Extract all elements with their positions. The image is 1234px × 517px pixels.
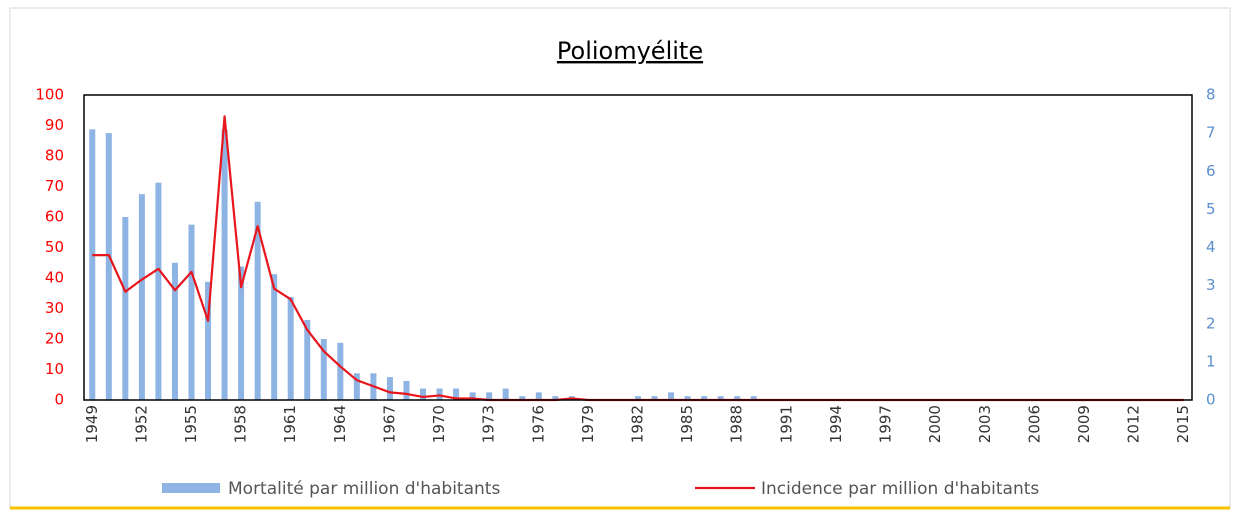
bar xyxy=(304,319,311,400)
y2-tick-label: 5 xyxy=(1206,200,1216,218)
y-tick-label: 10 xyxy=(45,360,64,378)
bar xyxy=(420,388,427,400)
y2-tick-label: 3 xyxy=(1206,276,1216,294)
bar xyxy=(486,392,493,400)
bar xyxy=(502,388,509,400)
y-tick-label: 80 xyxy=(45,147,64,165)
bar xyxy=(684,396,691,400)
y2-tick-label: 0 xyxy=(1206,391,1216,409)
y2-tick-label: 8 xyxy=(1206,86,1216,104)
x-tick-label: 2003 xyxy=(976,405,994,443)
plot-border xyxy=(83,94,1193,401)
x-tick-label: 1979 xyxy=(579,405,597,443)
x-tick-label: 1961 xyxy=(281,405,299,443)
y-tick-label: 100 xyxy=(35,86,64,104)
bar xyxy=(436,388,443,400)
y2-tick-label: 4 xyxy=(1206,238,1216,256)
bar xyxy=(105,133,112,400)
x-tick-label: 1988 xyxy=(728,405,746,443)
bar xyxy=(717,396,724,400)
bar xyxy=(271,274,278,400)
bar xyxy=(469,392,476,400)
x-tick-label: 1955 xyxy=(182,405,200,443)
bar xyxy=(205,281,212,400)
x-tick-label: 2009 xyxy=(1075,405,1093,443)
x-tick-label: 1982 xyxy=(629,405,647,443)
x-tick-label: 1949 xyxy=(83,405,101,443)
y-tick-label: 30 xyxy=(45,299,64,317)
x-tick-label: 1952 xyxy=(132,405,150,443)
bar xyxy=(320,339,327,400)
x-tick-label: 1973 xyxy=(480,405,498,443)
y2-tick-label: 6 xyxy=(1206,162,1216,180)
y-tick-label: 0 xyxy=(54,391,64,409)
y-tick-label: 60 xyxy=(45,208,64,226)
y-tick-label: 40 xyxy=(45,269,64,287)
bar xyxy=(403,380,410,400)
bar xyxy=(221,129,228,400)
bar xyxy=(238,266,245,400)
y-tick-label: 50 xyxy=(45,238,64,256)
bar xyxy=(701,396,708,400)
x-tick-label: 1967 xyxy=(380,405,398,443)
bar xyxy=(89,129,96,400)
legend-swatch xyxy=(162,483,220,493)
bar xyxy=(254,201,261,400)
bar xyxy=(535,392,542,400)
y-tick-label: 90 xyxy=(45,116,64,134)
chart-title: Poliomyélite xyxy=(557,37,703,65)
bar xyxy=(138,194,145,400)
y-tick-label: 70 xyxy=(45,177,64,195)
x-tick-label: 1976 xyxy=(529,405,547,443)
y2-tick-label: 7 xyxy=(1206,124,1216,142)
y2-tick-label: 2 xyxy=(1206,314,1216,332)
bar xyxy=(171,262,178,400)
y-tick-label: 20 xyxy=(45,330,64,348)
bar xyxy=(386,377,393,400)
bar xyxy=(668,392,675,400)
x-tick-label: 2000 xyxy=(926,405,944,443)
bar xyxy=(734,396,741,400)
y2-tick-label: 1 xyxy=(1206,352,1216,370)
x-tick-label: 2006 xyxy=(1025,405,1043,443)
bar xyxy=(287,297,294,400)
x-tick-label: 1964 xyxy=(331,405,349,443)
bar xyxy=(750,396,757,400)
x-tick-label: 1991 xyxy=(777,405,795,443)
x-tick-label: 1985 xyxy=(678,405,696,443)
bar xyxy=(353,373,360,400)
x-tick-label: 1997 xyxy=(877,405,895,443)
bar xyxy=(519,396,526,400)
x-tick-label: 1970 xyxy=(430,405,448,443)
bar xyxy=(337,342,344,400)
bar xyxy=(155,182,162,400)
bar xyxy=(552,396,559,400)
bar xyxy=(651,396,658,400)
x-tick-label: 1958 xyxy=(232,405,250,443)
x-tick-label: 2012 xyxy=(1125,405,1143,443)
legend-label: Mortalité par million d'habitants xyxy=(228,479,500,499)
legend-label: Incidence par million d'habitants xyxy=(761,479,1039,499)
bar xyxy=(453,388,460,400)
bar xyxy=(635,396,641,400)
x-tick-label: 2015 xyxy=(1174,405,1192,443)
x-tick-label: 1994 xyxy=(827,405,845,443)
bar xyxy=(122,217,129,400)
bar xyxy=(188,224,195,400)
